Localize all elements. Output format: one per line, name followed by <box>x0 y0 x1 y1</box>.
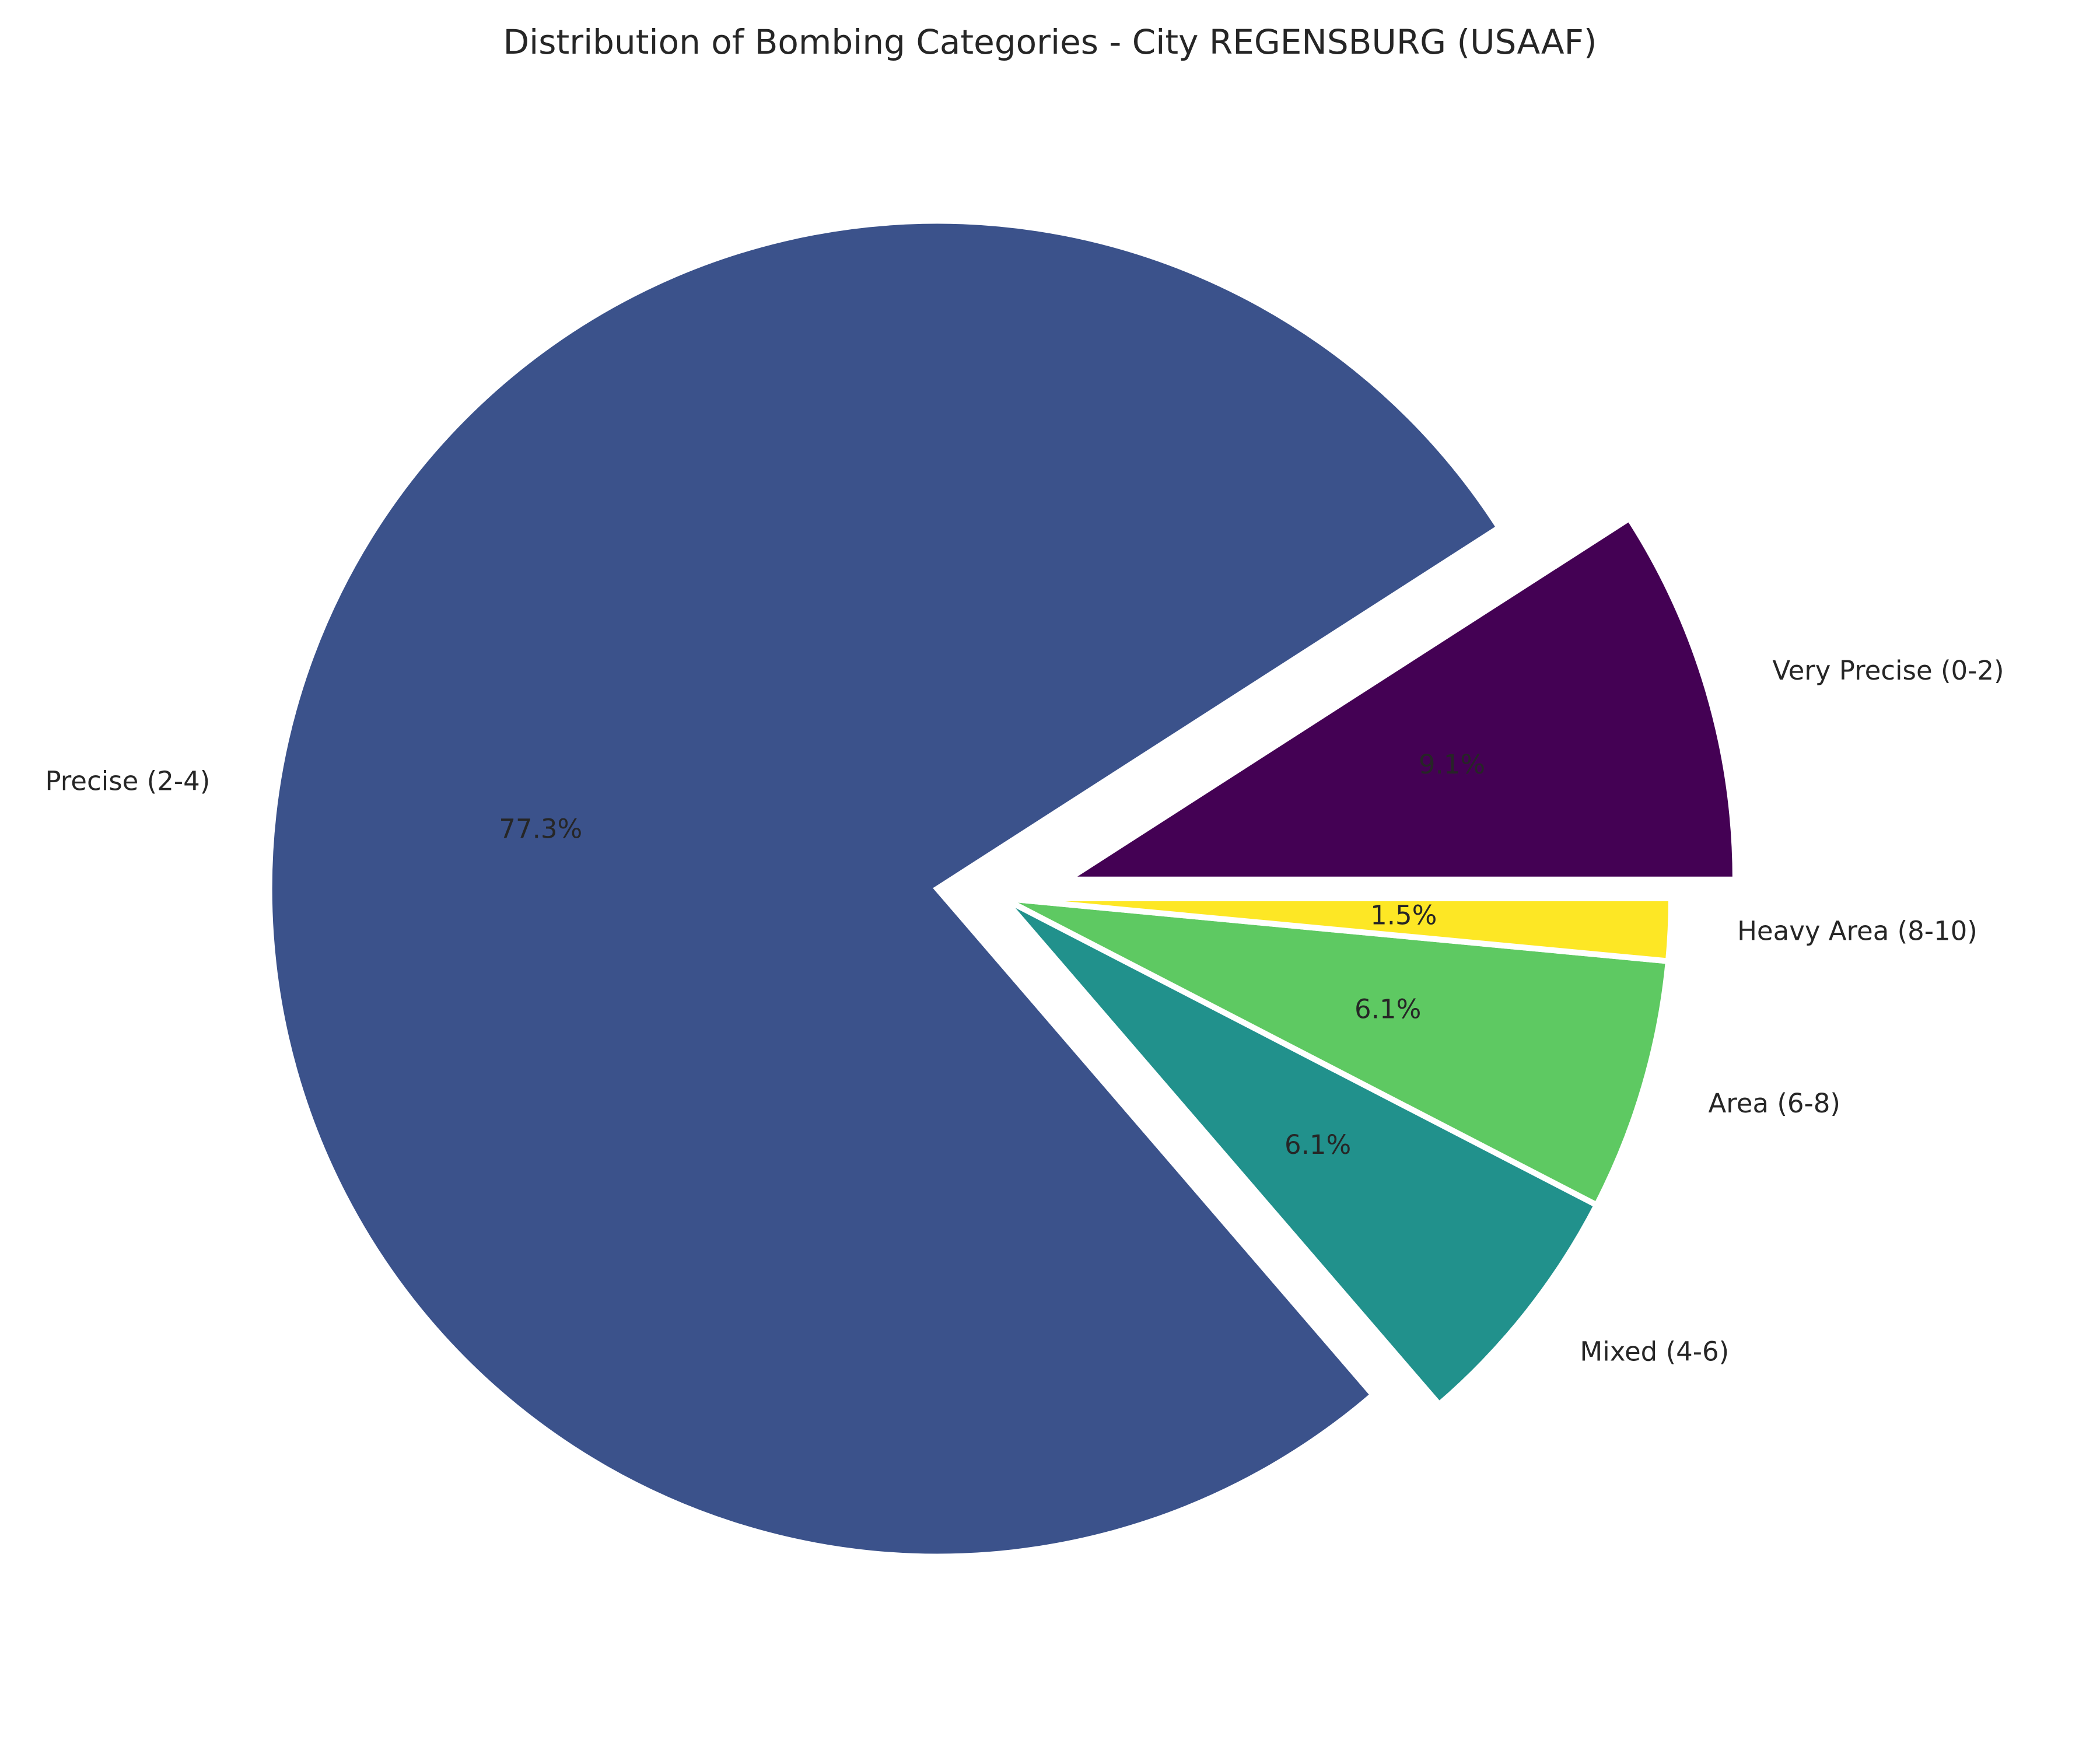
pie-slices <box>266 218 1738 1560</box>
slice-label-area-6-8: Area (6-8) <box>1708 1088 1840 1119</box>
pie-slice-very-precise-0-2 <box>1057 514 1738 883</box>
slice-label-very-precise-0-2: Very Precise (0-2) <box>1772 655 2004 686</box>
pie-slice-heavy-area-8-10 <box>1003 895 1675 965</box>
slice-label-heavy-area-8-10: Heavy Area (8-10) <box>1737 915 1978 946</box>
slice-percent-precise-2-4: 77.3% <box>499 814 582 845</box>
pie-labels: Very Precise (0-2) 9.1% Precise (2-4) 77.3%… <box>45 655 2004 1367</box>
slice-percent-mixed-4-6: 6.1% <box>1284 1129 1351 1160</box>
slice-label-precise-2-4: Precise (2-4) <box>45 765 210 796</box>
slice-percent-area-6-8: 6.1% <box>1354 994 1421 1025</box>
slice-label-mixed-4-6: Mixed (4-6) <box>1580 1336 1729 1367</box>
pie-slice-precise-2-4 <box>266 218 1503 1560</box>
slice-percent-heavy-area-8-10: 1.5% <box>1370 900 1437 930</box>
slice-percent-very-precise-0-2: 9.1% <box>1419 749 1485 780</box>
pie-slice-area-6-8 <box>1002 895 1672 1209</box>
chart-title: Distribution of Bombing Categories - Cit… <box>503 22 1597 62</box>
pie-slice-mixed-4-6 <box>1001 895 1601 1409</box>
